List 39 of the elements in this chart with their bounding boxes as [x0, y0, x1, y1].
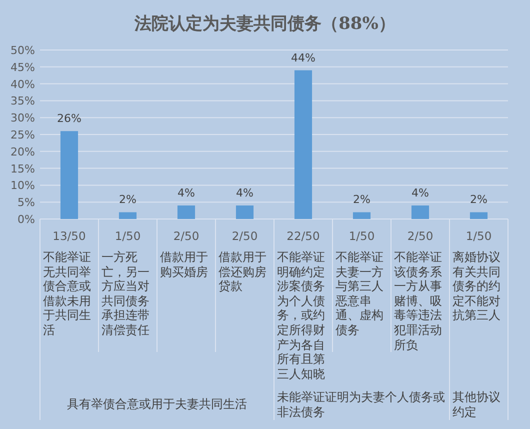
bar	[352, 212, 371, 219]
data-label: 2%	[119, 193, 136, 206]
y-tick-label: 35%	[10, 94, 35, 108]
y-tick-label: 25%	[10, 128, 35, 142]
category-label: 22/50 不能举证明确约定涉案债务为个人债务，或约定所得财产为各自所有且第三人知晓	[277, 229, 325, 381]
text: 未能举证证明为夫妻个人债务或非法债务	[277, 390, 446, 420]
x-tick-label: 2/50 借款用于购买婚房	[159, 229, 209, 280]
y-tick-label: 50%	[10, 44, 35, 57]
y-tick-label: 0%	[18, 213, 35, 226]
data-label: 2%	[353, 193, 370, 206]
bar	[118, 212, 137, 219]
x-tick-label: 13/50 不能举证无共同举债合意或借款未用于共同生活	[42, 229, 92, 338]
y-tick-label: 20%	[10, 145, 35, 158]
data-label: 26%	[57, 112, 82, 126]
bar	[60, 131, 78, 219]
y-tick-label: 10%	[10, 179, 35, 192]
x-tick-label: 1/50 一方死亡，另一方应当对共同债务承担连带清偿责任	[100, 229, 150, 338]
y-tick-label: 40%	[10, 78, 35, 91]
bar	[236, 205, 254, 219]
x-tick-label: 1/50 离婚协议有关共同债务的约定不能对抗第三人	[452, 229, 502, 323]
y-tick-label: 30%	[10, 112, 35, 125]
y-tick-label: 5%	[18, 196, 35, 210]
x-tick-label: 2/50 不能举证该债务系一方从事赌博、吸毒等违法犯罪活动所负	[393, 229, 443, 352]
bar	[177, 205, 196, 219]
y-tick-label: 15%	[10, 162, 35, 176]
data-label: 4%	[412, 186, 429, 200]
x-tick-label: 1/50 不能举证夫妻一方与第三人恶意串通、虚构债务	[334, 229, 384, 338]
chart-title: 法院认定为夫妻共同债务（88%）	[134, 14, 396, 34]
data-label: 4%	[178, 186, 195, 200]
bar	[470, 212, 488, 219]
x-tick-label: 2/50 借款用于偿还购房贷款	[218, 229, 268, 294]
y-tick-label: 45%	[10, 60, 35, 74]
bar	[411, 205, 430, 219]
bar	[294, 70, 312, 219]
data-label: 4%	[236, 186, 254, 200]
data-label: 44%	[291, 51, 316, 64]
data-label: 2%	[470, 193, 488, 206]
text: 具有举债合意或用于夫妻共同生活	[66, 397, 248, 412]
text: 其他协议约定	[452, 390, 502, 420]
